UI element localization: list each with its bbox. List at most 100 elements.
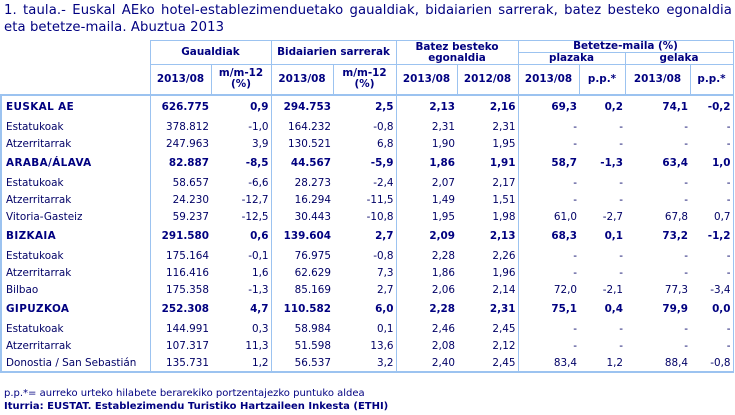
cell-value: -3,4 (690, 281, 734, 298)
cell-value: - (690, 191, 734, 209)
table-row: ARABA/ÁLAVA 82.887 -8,5 44.567 -5,9 1,86 1,91 5… (0, 151, 734, 175)
cell-value: 30.443 (294, 210, 331, 223)
subheader-plazaka-2013: 2013/08 (517, 64, 580, 95)
row-label: Atzerritarrak (0, 135, 151, 152)
cell-value: 2,40 (396, 354, 457, 374)
cell-value: 75,1 (551, 303, 577, 315)
cell-value: - (684, 323, 688, 336)
cell-value: -8,5 (211, 151, 272, 175)
row-label: Estatukoak (0, 321, 151, 338)
cell-value: 0,7 (690, 208, 734, 225)
data-table: Gaualdiak Bidaiarien sarrerak Batez best… (0, 40, 734, 374)
cell-value: -0,8 (690, 354, 734, 374)
cell-value: 67,8 (664, 210, 688, 223)
cell-value: -11,5 (333, 191, 397, 209)
cell-value: -6,6 (211, 174, 272, 192)
header-plazaka: plazaka (517, 52, 626, 65)
cell-value: 247.963 (166, 137, 209, 150)
row-label: Atzerritarrak (0, 337, 151, 355)
cell-value: 74,1 (625, 93, 690, 119)
source-note: Iturria: EUSTAT. Establezimendu Turistik… (4, 401, 389, 412)
table-row: Vitoria-Gasteiz 59.237 -12,5 30.443 -10,8 1,9… (0, 208, 734, 225)
cell-value: - (684, 137, 688, 150)
cell-value: 11,3 (211, 337, 272, 355)
cell-value: - (684, 340, 688, 353)
cell-value: - (690, 321, 734, 338)
cell-value: 79,9 (662, 303, 688, 315)
cell-value: - (573, 177, 577, 190)
row-label: BIZKAIA (0, 224, 151, 248)
cell-value: 1,90 (431, 137, 455, 150)
cell-value: - (690, 247, 734, 265)
row-label: Estatukoak (0, 174, 151, 192)
cell-value: 73,2 (662, 229, 688, 242)
cell-value: - (619, 177, 623, 190)
cell-value: 130.521 (288, 137, 331, 150)
cell-value: - (619, 193, 623, 206)
cell-value: 2,28 (429, 303, 455, 315)
cell-value: 58.657 (172, 177, 209, 190)
cell-value: 2,5 (333, 93, 397, 119)
cell-value: 61,0 (553, 210, 577, 223)
row-label: Atzerritarrak (0, 264, 151, 282)
table-row: Atzerritarrak 247.963 3,9 130.521 6,8 1,90 1,9… (0, 135, 734, 152)
subheader-batez-2013: 2013/08 (395, 64, 458, 95)
row-label: GIPUZKOA (0, 298, 151, 321)
header-betetze-maila: Betetze-maila (%) (517, 40, 734, 53)
cell-value: 107.317 (166, 340, 209, 353)
cell-value: 139.604 (283, 229, 331, 242)
header-gaualdiak: Gaualdiak (149, 40, 272, 65)
cell-value: 16.294 (294, 193, 331, 206)
cell-value: -0,8 (333, 118, 397, 136)
cell-value: 4,7 (211, 298, 272, 321)
cell-value: - (684, 266, 688, 279)
cell-value: 28.273 (294, 177, 331, 190)
cell-value: - (619, 323, 623, 336)
cell-value: 0,9 (211, 93, 272, 119)
header-gelaka: gelaka (624, 52, 734, 65)
cell-value: -1,0 (211, 118, 272, 136)
cell-value: 6,8 (333, 135, 397, 152)
cell-value: 2,45 (457, 354, 519, 374)
table-row: Estatukoak 175.164 -0,1 76.975 -0,8 2,28 2,26 -… (0, 247, 734, 265)
cell-value: 2,46 (431, 323, 455, 336)
cell-value: 0,1 (604, 229, 623, 242)
cell-value: -1,2 (690, 224, 734, 248)
subheader-gaualdiak-2013: 2013/08 (149, 64, 212, 95)
cell-value: -0,2 (690, 93, 734, 119)
row-label: Atzerritarrak (0, 191, 151, 209)
cell-value: 626.775 (150, 93, 211, 119)
cell-value: - (690, 118, 734, 136)
cell-value: 2,12 (457, 337, 519, 355)
cell-value: 62.629 (294, 266, 331, 279)
cell-value: -5,9 (333, 151, 397, 175)
cell-value: 2,16 (457, 93, 519, 119)
cell-value: 83,4 (518, 354, 579, 374)
cell-value: - (619, 250, 623, 263)
cell-value: 59.237 (172, 210, 209, 223)
table-row: Atzerritarrak 107.317 11,3 51.598 13,6 2,08 2,… (0, 337, 734, 355)
table-row: BIZKAIA 291.580 0,6 139.604 2,7 2,09 2,13 68,3 0… (0, 224, 734, 248)
cell-value: 13,6 (333, 337, 397, 355)
cell-value: 58.984 (294, 323, 331, 336)
cell-value: 2,7 (333, 224, 397, 248)
cell-value: -0,1 (211, 247, 272, 265)
row-label: Estatukoak (0, 247, 151, 265)
cell-value: 0,4 (604, 303, 623, 315)
cell-value: 252.308 (161, 303, 209, 315)
subheader-gelaka-pp: p.p.* (689, 64, 734, 95)
cell-value: 63,4 (662, 156, 688, 169)
cell-value: - (573, 340, 577, 353)
cell-value: 2,13 (457, 224, 519, 248)
cell-value: 7,3 (333, 264, 397, 282)
cell-value: 2,14 (457, 281, 519, 298)
cell-value: 164.232 (288, 120, 331, 133)
row-label: Donostia / San Sebastián (0, 354, 151, 374)
table-row: Bilbao 175.358 -1,3 85.169 2,7 2,06 2,14 72,0 -2… (0, 281, 734, 298)
cell-value: - (684, 177, 688, 190)
cell-value: - (573, 120, 577, 133)
table-row: Donostia / San Sebastián 135.731 1,2 56.537… (0, 354, 734, 374)
cell-value: 1,98 (457, 208, 519, 225)
header-blank (1, 40, 151, 95)
table-row: Estatukoak 144.991 0,3 58.984 0,1 2,46 2,45- - -… (0, 321, 734, 338)
